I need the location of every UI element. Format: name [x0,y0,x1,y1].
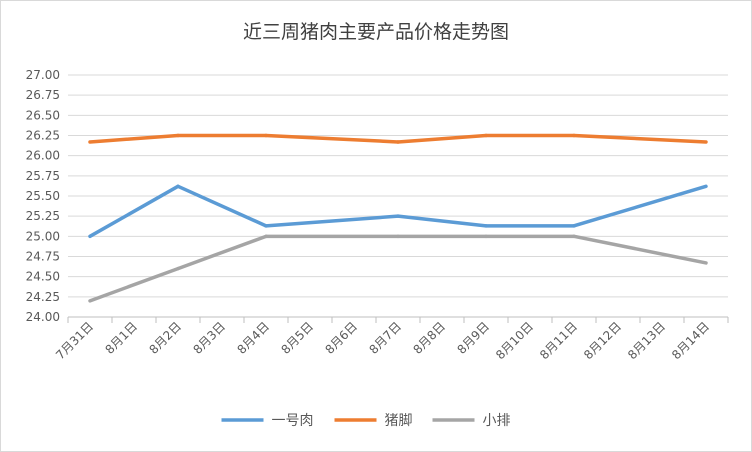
line-segment [572,133,708,144]
y-tick-label: 24.75 [26,250,60,264]
y-tick-label: 26.25 [26,129,60,143]
y-tick-label: 26.00 [26,149,60,163]
y-tick-label: 25.50 [26,189,60,203]
line-segment [264,214,400,228]
y-tick-label: 24.25 [26,290,60,304]
line-segment [88,184,180,239]
y-tick-label: 26.75 [26,88,60,102]
line-segment [264,133,400,144]
y-tick-label: 25.75 [26,169,60,183]
line-segment [88,266,180,303]
y-tick-label: 27.00 [26,68,60,82]
line-segment [176,234,268,271]
y-tick-label: 24.50 [26,270,60,284]
legend-label: 一号肉 [272,413,314,429]
legend-label: 小排 [483,413,511,429]
line-segment [176,184,268,228]
y-tick-label: 26.50 [26,108,60,122]
y-tick-label: 25.25 [26,209,60,223]
line-segment [396,133,488,144]
legend-label: 猪脚 [385,413,413,429]
y-tick-label: 25.00 [26,229,60,243]
chart-title: 近三周猪肉主要产品价格走势图 [243,21,509,43]
y-tick-label: 24.00 [26,310,60,324]
line-segment [88,133,180,144]
line-segment [572,234,708,265]
line-segment [396,214,488,228]
line-segment [572,184,708,228]
